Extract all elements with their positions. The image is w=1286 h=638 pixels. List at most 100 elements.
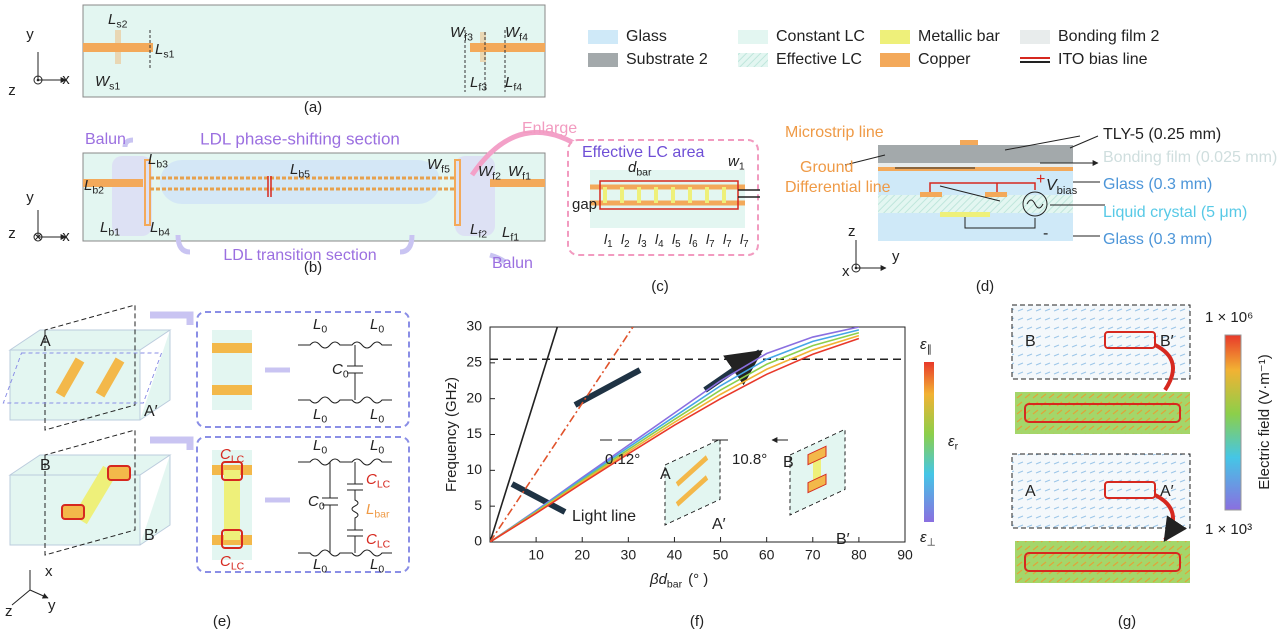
legend-label: Effective LC — [776, 51, 862, 68]
label-sub: s2 — [116, 18, 127, 30]
caption: (d) — [976, 278, 994, 295]
axis-glyph: y — [48, 597, 56, 614]
y-tick-label: 10 — [466, 461, 482, 477]
label-sub: 0 — [378, 444, 384, 456]
polarity: - — [1043, 225, 1048, 242]
label-sub: 7 — [709, 239, 714, 250]
label-sub: 4 — [658, 239, 664, 250]
label-sub: f2 — [492, 170, 501, 182]
layer-label: Differential line — [785, 179, 891, 196]
caption: (g) — [1118, 613, 1136, 630]
label-main: L — [313, 556, 321, 573]
layer-label: Microstrip line — [785, 124, 884, 141]
colorbar-label: ε⊥ — [920, 529, 936, 548]
label-sub: bar — [374, 508, 390, 520]
legend-swatch — [738, 53, 768, 67]
component-label: L0 — [370, 437, 384, 456]
legend-swatch — [1020, 30, 1050, 44]
colorbar-label: ε∥ — [920, 336, 932, 355]
label-main: L — [313, 316, 321, 333]
label-sub: 7 — [743, 239, 748, 250]
y-tick-label: 5 — [474, 497, 482, 513]
label-sub: 1 — [739, 160, 745, 172]
label-sub: b4 — [158, 226, 170, 238]
axis-glyph: x — [45, 563, 53, 580]
colorbar — [924, 362, 934, 522]
label-main: C — [220, 553, 231, 570]
legend-swatch — [738, 30, 768, 44]
label-sub: LC — [231, 560, 245, 572]
label-sub: ∥ — [927, 343, 932, 355]
component-label: CLC — [366, 471, 391, 490]
x-tick-label: 60 — [759, 547, 775, 563]
label-sub: s1 — [109, 80, 120, 92]
label-main: C — [220, 446, 231, 463]
component-label: CLC — [220, 446, 245, 465]
label-sub: LC — [231, 453, 245, 465]
x-tick-label: 80 — [851, 547, 867, 563]
label-sub: LC — [377, 538, 391, 550]
legend-swatch — [880, 53, 910, 67]
label-sub: 0 — [321, 323, 327, 335]
label-main: L — [148, 151, 156, 168]
label-main: L — [366, 501, 374, 518]
component-label: L0 — [370, 406, 384, 425]
label-main: L — [370, 406, 378, 423]
y-tick-label: 15 — [466, 425, 482, 441]
label-sub: 0 — [321, 413, 327, 425]
plane-label: A′ — [1160, 483, 1174, 500]
caption: (f) — [690, 613, 704, 630]
polarity: + — [1036, 171, 1045, 188]
figure: GlassConstant LCMetallic barBonding film… — [0, 0, 1286, 638]
label-sub: 0 — [378, 413, 384, 425]
plane-label: A — [40, 333, 51, 350]
axis-glyph: z — [848, 223, 856, 240]
label-unit: (° ) — [688, 571, 708, 588]
legend-label: Metallic bar — [918, 28, 1000, 45]
label-sub: 0 — [321, 563, 327, 575]
layer-label: TLY-5 (0.25 mm) — [1103, 126, 1221, 143]
label-sub: b3 — [156, 158, 168, 170]
label-sub: 0 — [378, 323, 384, 335]
legend-label: Glass — [626, 28, 667, 45]
colorbar-label: εr — [948, 433, 959, 452]
y-tick-label: 0 — [474, 533, 482, 549]
y-axis-title: Frequency (GHz) — [443, 377, 460, 492]
x-tick-label: 40 — [667, 547, 683, 563]
annotation: 10.8° — [732, 451, 767, 468]
y-tick-label: 25 — [466, 354, 482, 370]
y-tick-label: 30 — [466, 318, 482, 334]
layer-label: Glass (0.3 mm) — [1103, 231, 1212, 248]
legend-swatch — [588, 30, 618, 44]
component-label: Lbar — [366, 501, 390, 520]
layer-label: Ground — [800, 159, 853, 176]
plane-label: B — [1025, 333, 1036, 350]
colorbar-title: Electric field (V·m⁻¹) — [1256, 354, 1273, 489]
colorbar-label: 1 × 10³ — [1205, 521, 1252, 538]
legend-label: Substrate 2 — [626, 51, 708, 68]
label-main: L — [313, 406, 321, 423]
label-main: C — [366, 471, 377, 488]
label-sub: 0 — [319, 500, 325, 512]
colorbar-label: 1 × 10⁶ — [1205, 309, 1253, 326]
label-sub: bar — [667, 578, 683, 590]
label-sub: 0 — [321, 444, 327, 456]
legend-swatch — [588, 53, 618, 67]
label-main: L — [150, 219, 158, 236]
label-sub: s1 — [163, 48, 174, 60]
component-label: L0 — [313, 556, 327, 575]
plane-label: A — [1025, 483, 1036, 500]
label-sub: f2 — [478, 228, 487, 240]
legend-label: ITO bias line — [1058, 51, 1148, 68]
component-label: C0 — [308, 493, 325, 512]
axis-glyph: z — [5, 603, 13, 620]
legend-swatch — [880, 30, 910, 44]
label-main: L — [502, 224, 510, 241]
label-main: L — [470, 74, 478, 91]
label-sub: b5 — [298, 168, 310, 180]
component-label: L0 — [370, 316, 384, 335]
layer-label: Liquid crystal (5 μm) — [1103, 204, 1247, 221]
label-main: C — [332, 361, 343, 378]
label-main: L — [84, 177, 92, 194]
label-sub: f3 — [478, 81, 487, 93]
